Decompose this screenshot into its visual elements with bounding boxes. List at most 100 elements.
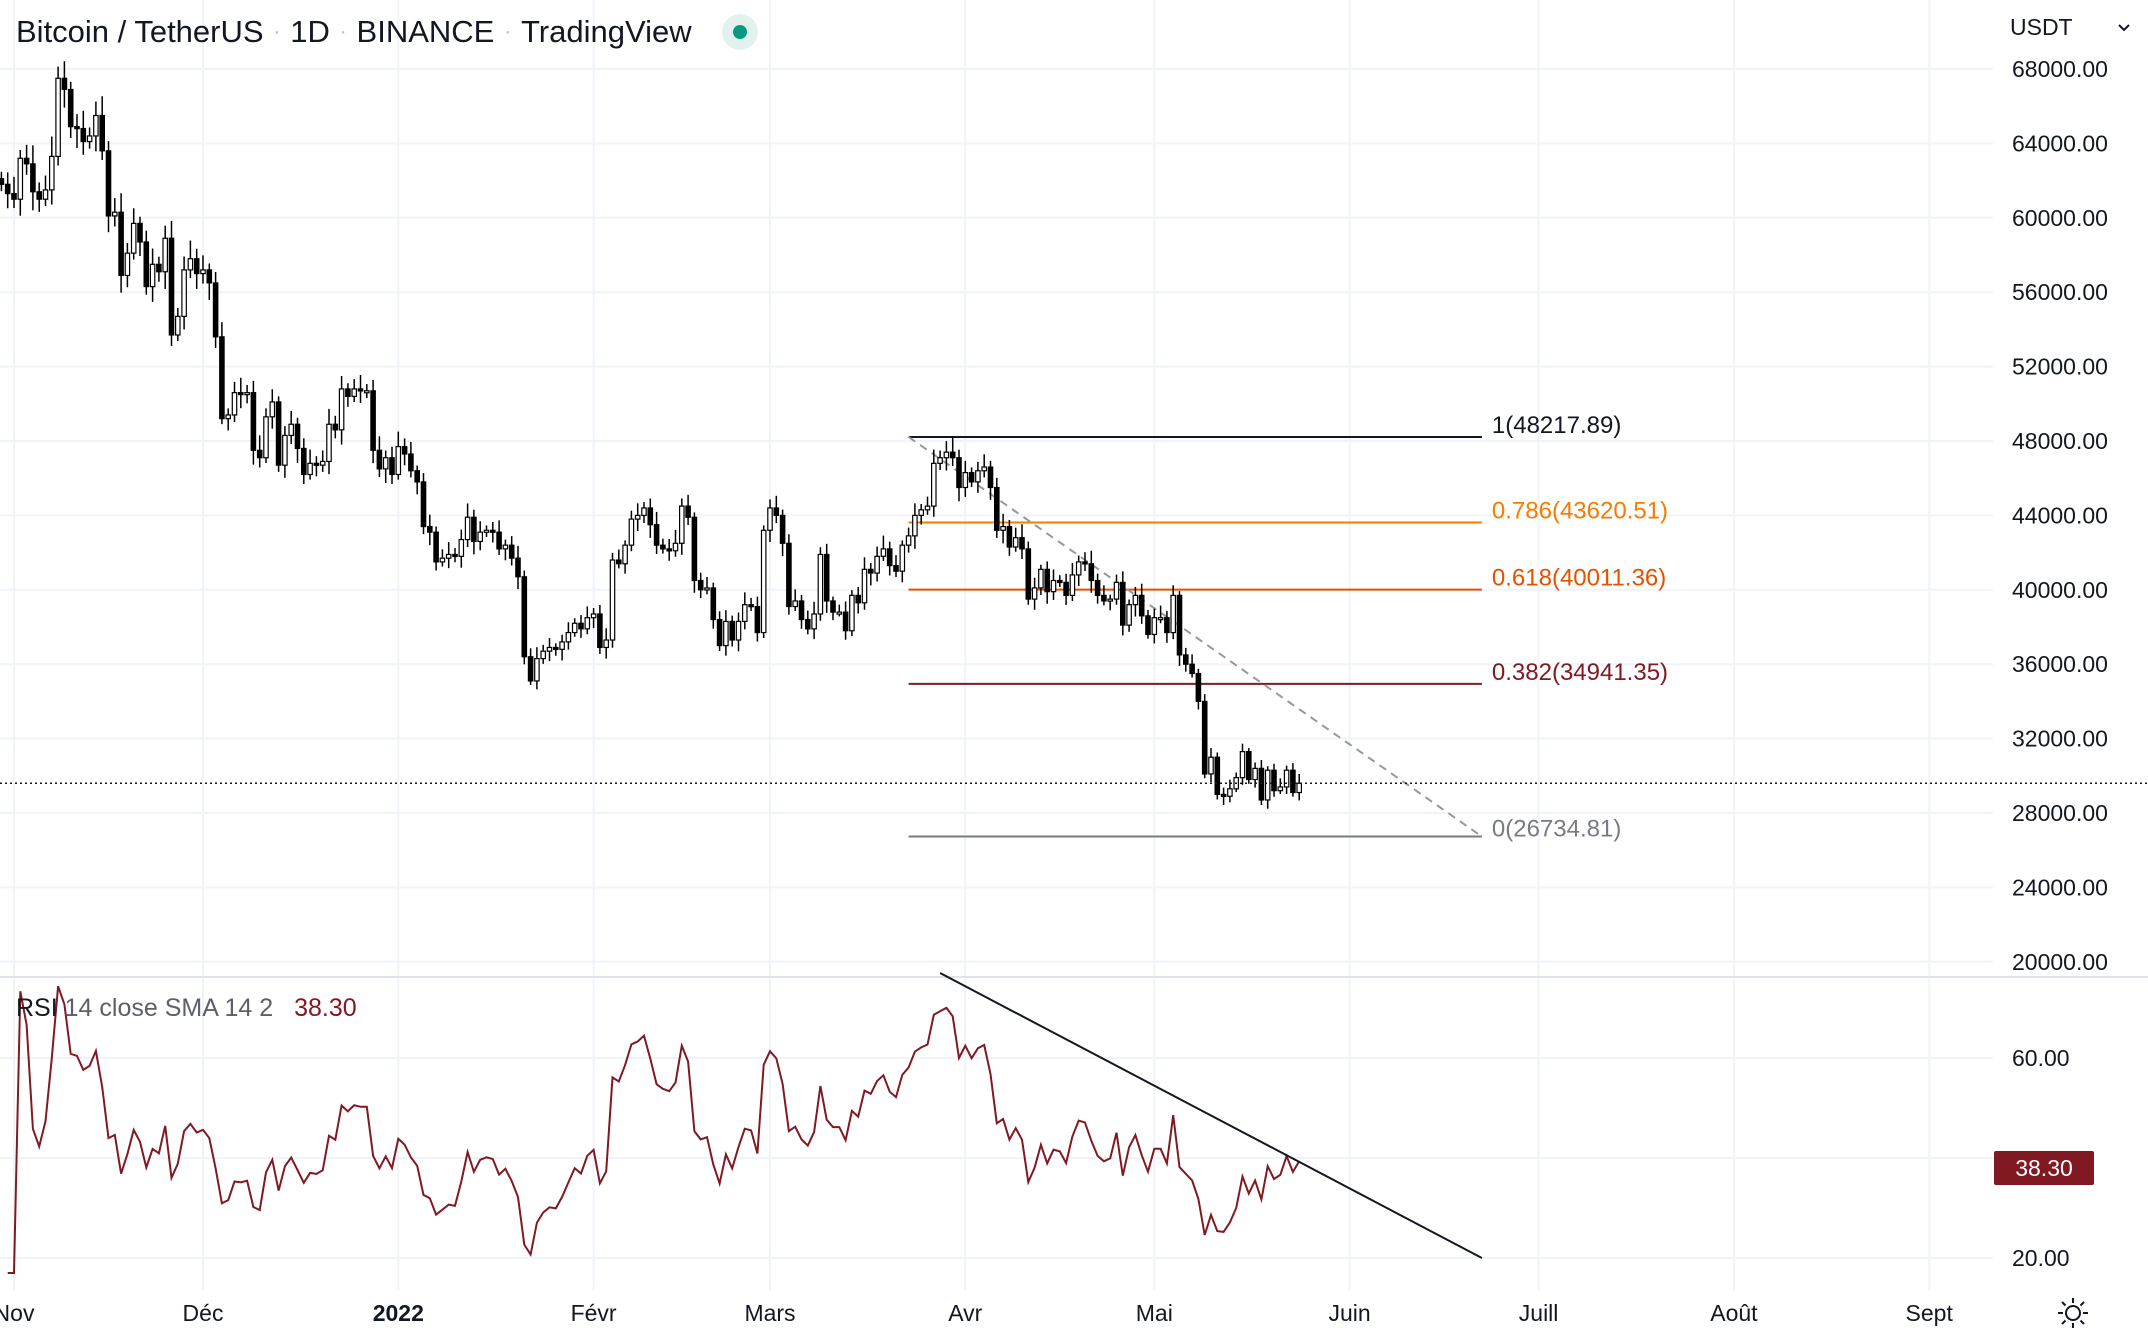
candle-body <box>1050 579 1057 593</box>
candle-body <box>748 604 754 608</box>
candle-body <box>666 548 673 552</box>
candle-body <box>1025 548 1032 600</box>
price-axis-label: 60000.00 <box>2012 205 2108 231</box>
candle-body <box>1258 767 1265 801</box>
candle-body <box>1138 594 1145 617</box>
candles <box>0 61 2148 809</box>
candle-body <box>244 392 250 396</box>
candle-body <box>1182 654 1189 665</box>
candle-body <box>11 193 17 200</box>
candle-body <box>364 390 370 394</box>
rsi-legend[interactable]: RSI 14 close SMA 14 2 38.30 <box>16 994 357 1023</box>
candle-body <box>1264 769 1271 801</box>
candle-body <box>634 514 641 520</box>
candle-body <box>1094 579 1101 596</box>
candle-body <box>779 514 786 544</box>
candle-body <box>754 605 761 634</box>
time-axis-label: Juill <box>1519 1300 1559 1326</box>
separator: · <box>339 20 347 43</box>
candle-body <box>389 457 395 476</box>
candle-body <box>540 650 547 660</box>
candle-body <box>590 613 597 619</box>
candle-body <box>962 472 969 489</box>
candle-body <box>798 600 805 621</box>
candle-body <box>1101 594 1107 602</box>
candle-body <box>187 258 194 271</box>
candle-body <box>452 553 458 558</box>
price-axis-label: 64000.00 <box>2012 130 2108 156</box>
candle-body <box>477 531 484 543</box>
candle-body <box>981 466 988 472</box>
candle-body <box>817 553 824 615</box>
candle-body <box>1044 568 1051 593</box>
candle-body <box>376 449 383 470</box>
candle-body <box>275 401 282 466</box>
candle-body <box>1176 594 1183 656</box>
candle-body <box>124 252 131 277</box>
fib-level-label: 0(26734.81) <box>1492 816 1621 843</box>
time-axis-label: 2022 <box>373 1300 424 1326</box>
time-axis-label: Mai <box>1136 1300 1173 1326</box>
candle-body <box>420 481 427 528</box>
price-axis-label: 32000.00 <box>2012 726 2108 752</box>
candle-body <box>86 135 93 143</box>
candle-body <box>414 470 421 483</box>
candle-body <box>1019 537 1025 550</box>
interval[interactable]: 1D <box>290 14 330 49</box>
candle-body <box>93 114 99 137</box>
candle-body <box>23 157 30 165</box>
candle-body <box>647 507 654 526</box>
candle-body <box>80 127 87 143</box>
candle-body <box>1290 769 1296 794</box>
price-axis-label: 48000.00 <box>2012 428 2108 454</box>
candle-body <box>1214 756 1221 796</box>
candle-body <box>219 336 225 420</box>
candle-body <box>1113 581 1120 600</box>
candle-body <box>609 559 616 641</box>
candle-body <box>458 538 465 557</box>
candle-body <box>1038 568 1044 589</box>
candle-body <box>193 258 200 275</box>
settings-icon[interactable] <box>2056 1296 2090 1330</box>
candle-body <box>294 423 301 450</box>
candle-body <box>338 388 345 431</box>
candle-body <box>288 423 295 437</box>
candle-body <box>975 470 981 483</box>
symbol-name[interactable]: Bitcoin / TetherUS <box>16 14 264 49</box>
candle-body <box>181 269 187 317</box>
currency-selector[interactable]: USDT <box>2010 14 2131 41</box>
time-axis-label: Févr <box>571 1300 617 1326</box>
candle-body <box>1164 617 1170 634</box>
candle-body <box>893 565 899 572</box>
candle-body <box>905 535 912 546</box>
candle-body <box>546 646 553 652</box>
candle-body <box>263 416 269 459</box>
candle-body <box>307 462 313 476</box>
candle-body <box>1082 561 1088 565</box>
candle-body <box>767 507 773 531</box>
rsi-trendline <box>939 972 1483 1259</box>
candle-body <box>269 401 276 418</box>
candle-body <box>1252 767 1258 781</box>
candle-body <box>1063 581 1069 596</box>
market-status-icon[interactable] <box>721 14 758 50</box>
candle-body <box>956 457 962 489</box>
rsi-value-badge: 38.30 <box>1994 1151 2094 1185</box>
candle-body <box>143 241 150 288</box>
price-axis-label: 52000.00 <box>2012 354 2108 380</box>
fibonacci-retracement[interactable]: 1(48217.89) 0.786(43620.51) 0.618(40011.36… <box>908 412 1668 843</box>
currency-label: USDT <box>2010 14 2073 40</box>
candle-body <box>559 641 565 650</box>
candle-body <box>490 529 496 533</box>
candle-body <box>628 518 635 546</box>
candle-body <box>42 189 49 200</box>
candle-body <box>1220 793 1227 798</box>
candle-body <box>1056 579 1063 584</box>
candle-body <box>716 618 723 647</box>
candle-body <box>282 434 288 466</box>
candle-body <box>836 611 843 615</box>
rsi-axis-label: 60.00 <box>2012 1045 2070 1071</box>
candle-body <box>408 453 414 472</box>
candle-body <box>427 525 433 533</box>
